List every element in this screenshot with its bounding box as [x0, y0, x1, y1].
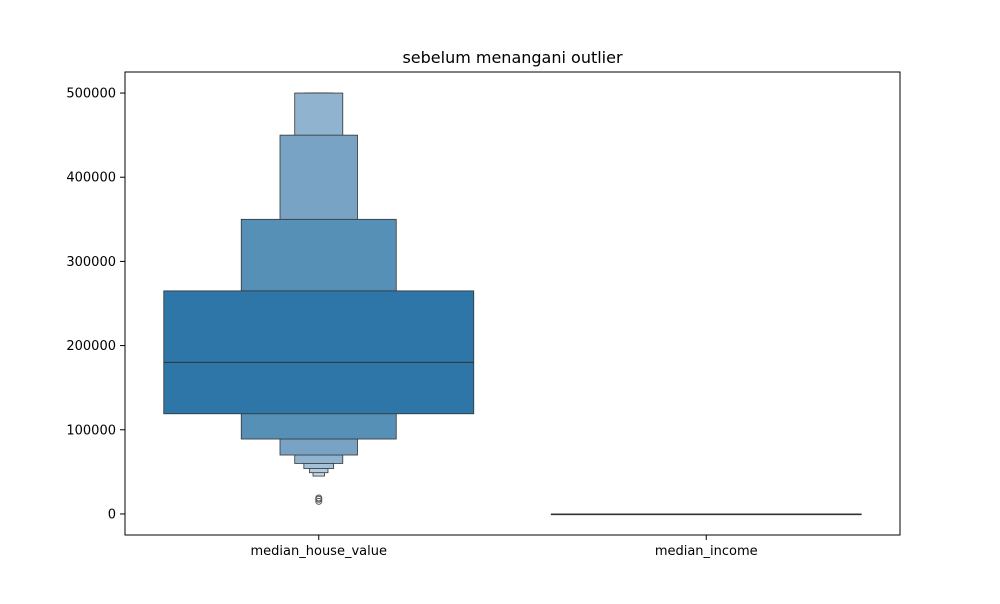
x-tick-label-1: median_income	[655, 544, 758, 559]
boxen-level-median_house_value-0	[163, 290, 475, 415]
x-tick-label-0: median_house_value	[251, 544, 387, 559]
axes: 0 100000 200000 300000 400000 500000 median_ho…	[66, 71, 901, 559]
outlier-point-median_house_value-2	[315, 494, 323, 502]
y-tick-label-1: 100000	[66, 423, 116, 438]
y-tick-label-2: 200000	[66, 339, 116, 354]
y-tick-label-3: 300000	[66, 255, 116, 270]
plot-marks	[163, 92, 862, 516]
chart-title: sebelum menangani outlier	[402, 48, 623, 67]
y-tick-label-4: 400000	[66, 171, 116, 186]
plot-frame	[124, 71, 901, 536]
outlier-point-median_house_value-0	[315, 497, 323, 505]
y-tick-label-0: 0	[108, 507, 116, 522]
y-tick-label-5: 500000	[66, 87, 116, 102]
